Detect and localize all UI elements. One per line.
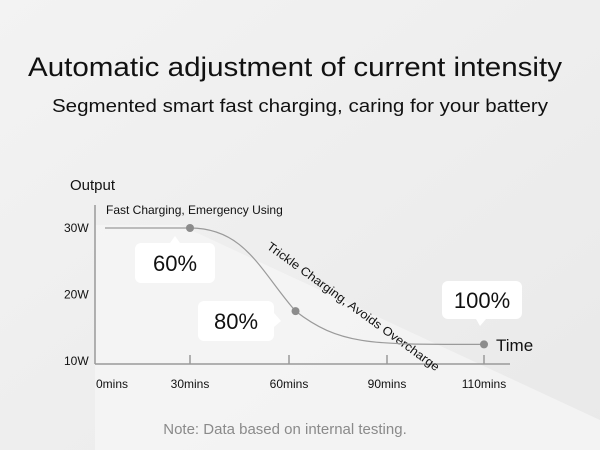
callout-box xyxy=(198,301,274,341)
subtitle: Segmented smart fast charging, caring fo… xyxy=(52,96,548,116)
annotation-fast-charging: Fast Charging, Emergency Using xyxy=(106,203,283,217)
callout-80pct: 80% xyxy=(198,301,281,341)
callout-box xyxy=(442,281,522,319)
callout-tail xyxy=(170,236,180,243)
callout-tail xyxy=(476,319,486,326)
y-axis-label: Output xyxy=(70,177,116,194)
callout-60pct: 60% xyxy=(135,236,215,283)
note: Note: Data based on internal testing. xyxy=(163,421,407,438)
y-tick-label: 20W xyxy=(64,288,89,302)
x-axis-label: Time xyxy=(496,336,533,355)
x-tick-label: 0mins xyxy=(96,377,128,391)
x-tick-label: 110mins xyxy=(462,377,506,391)
data-point xyxy=(186,224,194,232)
callout-100pct: 100% xyxy=(442,281,522,326)
x-tick-label: 60mins xyxy=(270,377,309,391)
x-tick-label: 30mins xyxy=(171,377,210,391)
callout-box xyxy=(135,243,215,283)
x-tick-label: 90mins xyxy=(368,377,407,391)
y-tick-label: 10W xyxy=(64,354,89,368)
callout-label: 80% xyxy=(214,309,258,334)
y-tick-label: 30W xyxy=(64,221,89,235)
callout-label: 100% xyxy=(454,288,510,313)
data-point xyxy=(291,307,300,316)
data-point xyxy=(480,340,488,349)
title: Automatic adjustment of current intensit… xyxy=(28,52,563,82)
callout-tail xyxy=(274,313,281,327)
callout-label: 60% xyxy=(153,251,197,276)
